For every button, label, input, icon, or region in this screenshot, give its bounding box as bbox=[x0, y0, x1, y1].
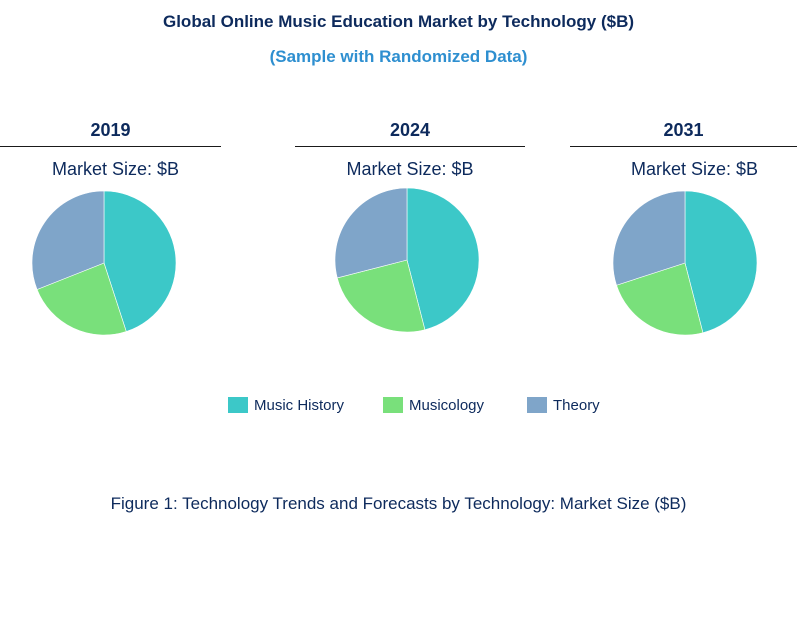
panel-year-2024: 2024 bbox=[389, 120, 431, 140]
legend-label-theory: Theory bbox=[553, 396, 600, 414]
pie-slice-2024-theory bbox=[334, 187, 408, 279]
pie-slice-2031-musicology bbox=[616, 262, 704, 336]
market-size-label-2024: Market Size: $B bbox=[346, 159, 474, 179]
pie-slice-2019-music-history bbox=[103, 190, 177, 332]
legend-item-music-history: Music History bbox=[228, 394, 344, 416]
legend-item-musicology: Musicology bbox=[383, 394, 484, 416]
market-size-label-2019: Market Size: $B bbox=[51, 159, 180, 179]
chart-title: Global Online Music Education Market by … bbox=[162, 12, 635, 31]
panel-divider-2024 bbox=[295, 146, 525, 147]
panel-year-2019: 2019 bbox=[90, 120, 131, 140]
pie-slice-2031-music-history bbox=[684, 190, 758, 334]
panel-year-2031: 2031 bbox=[663, 120, 704, 140]
panel-2019: 2019 Market Size: $B bbox=[0, 118, 221, 180]
panel-2024: 2024 Market Size: $B bbox=[295, 118, 525, 180]
panel-divider-2031 bbox=[570, 146, 797, 147]
panel-2031: 2031 Market Size: $B bbox=[570, 118, 797, 180]
legend-swatch-music-history bbox=[228, 397, 248, 413]
legend: Music History Musicology Theory bbox=[0, 394, 797, 418]
legend-swatch-musicology bbox=[383, 397, 403, 413]
pie-slice-2024-musicology bbox=[336, 259, 426, 333]
legend-swatch-theory bbox=[527, 397, 547, 413]
chart-subtitle: (Sample with Randomized Data) bbox=[269, 47, 528, 66]
legend-label-music-history: Music History bbox=[254, 396, 345, 414]
figure-caption: Figure 1: Technology Trends and Forecast… bbox=[110, 494, 687, 513]
pie-slice-2031-theory bbox=[612, 190, 686, 286]
legend-item-theory: Theory bbox=[527, 394, 600, 416]
panel-divider-2019 bbox=[0, 146, 221, 147]
pie-slice-2024-music-history bbox=[406, 187, 480, 331]
market-size-label-2031: Market Size: $B bbox=[630, 159, 759, 179]
legend-label-musicology: Musicology bbox=[409, 396, 485, 414]
pie-slice-2019-theory bbox=[31, 190, 105, 290]
